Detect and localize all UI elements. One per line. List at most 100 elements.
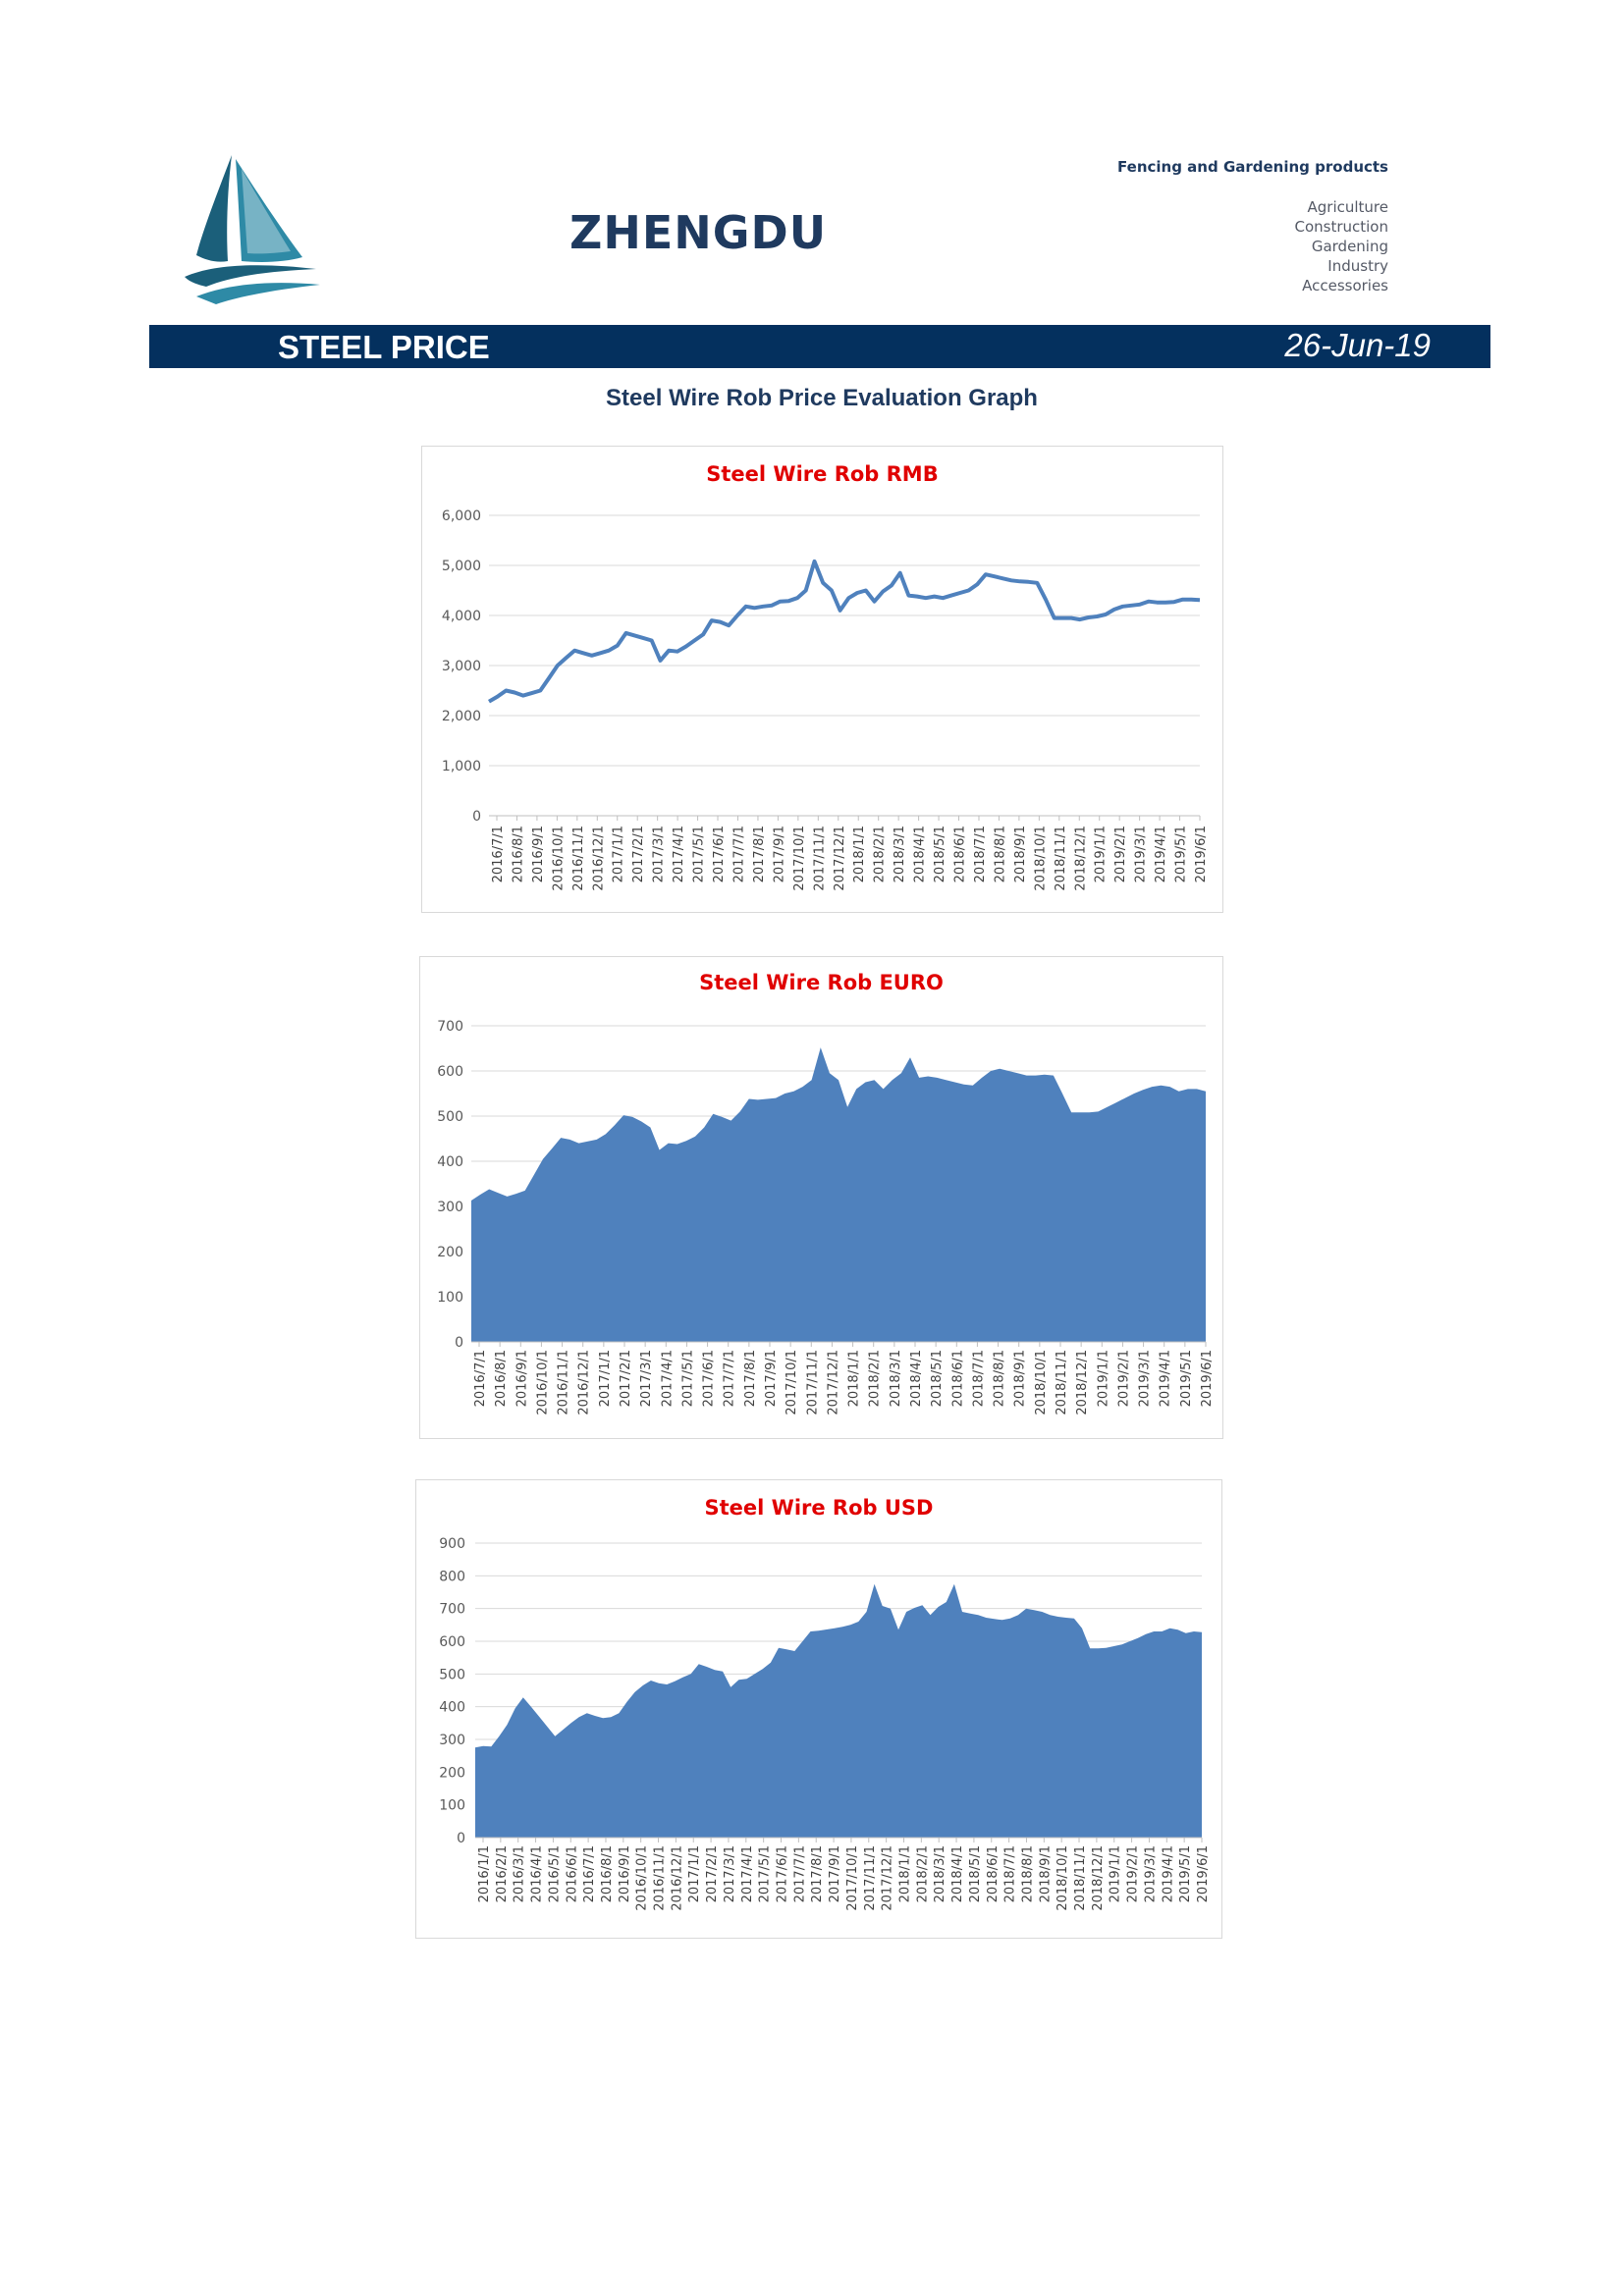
category-item: Industry xyxy=(1327,257,1388,275)
category-item: Construction xyxy=(1294,218,1388,236)
series-area xyxy=(471,1047,1206,1342)
section-title: Steel Wire Rob Price Evaluation Graph xyxy=(606,385,1038,411)
x-tick-label: 2016/8/1 xyxy=(511,826,525,882)
y-tick-label: 100 xyxy=(437,1290,463,1306)
x-tick-label: 2019/6/1 xyxy=(1196,1845,1211,1902)
x-tick-label: 2017/3/1 xyxy=(723,1845,737,1902)
y-tick-label: 0 xyxy=(472,809,481,825)
x-tick-label: 2016/10/1 xyxy=(635,1845,650,1911)
x-tick-label: 2017/1/1 xyxy=(612,826,626,882)
x-tick-label: 2018/8/1 xyxy=(993,1350,1007,1407)
y-tick-label: 0 xyxy=(455,1335,463,1351)
x-tick-label: 2017/6/1 xyxy=(776,1845,790,1902)
y-tick-label: 200 xyxy=(437,1245,463,1260)
x-tick-label: 2018/5/1 xyxy=(930,1350,945,1407)
brand-name: ZHENGDU xyxy=(569,206,828,259)
x-tick-label: 2017/5/1 xyxy=(758,1845,773,1902)
x-tick-label: 2018/11/1 xyxy=(1073,1845,1088,1911)
category-item: Accessories xyxy=(1302,277,1388,294)
x-tick-label: 2017/8/1 xyxy=(810,1845,825,1902)
x-tick-label: 2016/8/1 xyxy=(494,1350,509,1407)
x-tick-label: 2018/2/1 xyxy=(915,1845,930,1902)
x-tick-label: 2018/7/1 xyxy=(973,826,988,882)
x-tick-label: 2016/6/1 xyxy=(565,1845,579,1902)
x-tick-label: 2018/11/1 xyxy=(1055,1350,1069,1415)
x-tick-label: 2018/11/1 xyxy=(1054,826,1068,891)
x-tick-label: 2017/11/1 xyxy=(812,826,827,891)
x-tick-label: 2017/10/1 xyxy=(845,1845,860,1911)
x-tick-label: 2018/9/1 xyxy=(1038,1845,1053,1902)
x-tick-label: 2016/11/1 xyxy=(571,826,586,891)
x-tick-label: 2017/9/1 xyxy=(772,826,786,882)
chart-title: Steel Wire Rob USD xyxy=(704,1496,934,1520)
x-tick-label: 2016/11/1 xyxy=(557,1350,571,1415)
chart-euro: Steel Wire Rob EURO 0 100 200 300 400 500 600 7… xyxy=(419,956,1223,1439)
x-tick-label: 2019/3/1 xyxy=(1134,826,1149,882)
x-tick-label: 2018/8/1 xyxy=(993,826,1007,882)
x-tick-label: 2018/12/1 xyxy=(1075,1350,1090,1415)
y-tick-label: 500 xyxy=(439,1667,465,1682)
x-tick-label: 2018/3/1 xyxy=(933,1845,947,1902)
banner-title: STEEL PRICE xyxy=(278,329,490,365)
category-list: Agriculture Construction Gardening Indus… xyxy=(1294,197,1388,295)
title-banner xyxy=(149,325,1490,368)
x-tick-label: 2016/7/1 xyxy=(473,1350,488,1407)
x-tick-label: 2017/4/1 xyxy=(672,826,686,882)
x-tick-label: 2017/9/1 xyxy=(764,1350,779,1407)
x-tick-label: 2016/7/1 xyxy=(491,826,506,882)
y-tick-label: 3,000 xyxy=(442,659,481,674)
x-tick-label: 2017/1/1 xyxy=(598,1350,613,1407)
x-tick-label: 2018/7/1 xyxy=(1003,1845,1018,1902)
y-tick-label: 700 xyxy=(437,1019,463,1035)
tagline: Fencing and Gardening products xyxy=(1117,158,1388,176)
y-tick-label: 400 xyxy=(437,1154,463,1170)
x-tick-label: 2018/6/1 xyxy=(953,826,968,882)
chart-euro-plot: 0 100 200 300 400 500 600 700 2016/7/1 2016/8/1 20… xyxy=(437,1019,1215,1415)
y-tick-label: 1,000 xyxy=(442,759,481,774)
x-tick-label: 2018/2/1 xyxy=(868,1350,883,1407)
x-tick-label: 2016/2/1 xyxy=(495,1845,510,1902)
x-tick-label: 2017/6/1 xyxy=(702,1350,717,1407)
x-tick-label: 2018/8/1 xyxy=(1020,1845,1035,1902)
x-tick-label: 2016/4/1 xyxy=(530,1845,545,1902)
x-tick-label: 2017/2/1 xyxy=(619,1350,633,1407)
y-tick-label: 600 xyxy=(439,1634,465,1650)
x-tick-label: 2018/5/1 xyxy=(968,1845,983,1902)
x-tick-label: 2017/7/1 xyxy=(731,826,746,882)
x-tick-label: 2017/7/1 xyxy=(723,1350,737,1407)
x-tick-label: 2018/2/1 xyxy=(873,826,888,882)
x-tick-label: 2016/12/1 xyxy=(670,1845,684,1911)
x-tick-label: 2017/5/1 xyxy=(692,826,707,882)
x-tick-label: 2018/12/1 xyxy=(1073,826,1088,891)
x-tick-label: 2018/6/1 xyxy=(950,1350,965,1407)
x-tick-label: 2019/2/1 xyxy=(1113,826,1128,882)
x-tick-label: 2018/9/1 xyxy=(1013,826,1028,882)
x-tick-label: 2019/1/1 xyxy=(1109,1845,1123,1902)
series-area xyxy=(475,1583,1202,1838)
y-tick-label: 5,000 xyxy=(442,559,481,574)
x-tick-label: 2018/7/1 xyxy=(971,1350,986,1407)
sailboat-logo-icon xyxy=(185,155,320,304)
x-tick-label: 2019/1/1 xyxy=(1094,826,1109,882)
x-tick-label: 2019/2/1 xyxy=(1126,1845,1141,1902)
x-tick-label: 2018/10/1 xyxy=(1034,1350,1049,1415)
x-tick-label: 2016/9/1 xyxy=(514,1350,529,1407)
y-tick-label: 500 xyxy=(437,1109,463,1125)
x-tick-label: 2018/3/1 xyxy=(893,826,907,882)
x-tick-label: 2017/9/1 xyxy=(828,1845,842,1902)
x-tick-label: 2019/4/1 xyxy=(1159,1350,1173,1407)
x-tick-label: 2018/12/1 xyxy=(1091,1845,1106,1911)
x-tick-label: 2016/7/1 xyxy=(582,1845,597,1902)
y-tick-label: 4,000 xyxy=(442,609,481,624)
x-tick-label: 2018/1/1 xyxy=(852,826,867,882)
chart-title: Steel Wire Rob EURO xyxy=(699,971,944,994)
x-tick-label: 2019/6/1 xyxy=(1194,826,1209,882)
x-tick-label: 2017/3/1 xyxy=(652,826,667,882)
x-tick-label: 2019/4/1 xyxy=(1161,1845,1175,1902)
y-tick-label: 6,000 xyxy=(442,508,481,524)
x-tick-label: 2017/11/1 xyxy=(863,1845,878,1911)
x-tick-label: 2016/12/1 xyxy=(591,826,606,891)
x-tick-label: 2017/6/1 xyxy=(712,826,727,882)
category-item: Agriculture xyxy=(1307,198,1389,216)
